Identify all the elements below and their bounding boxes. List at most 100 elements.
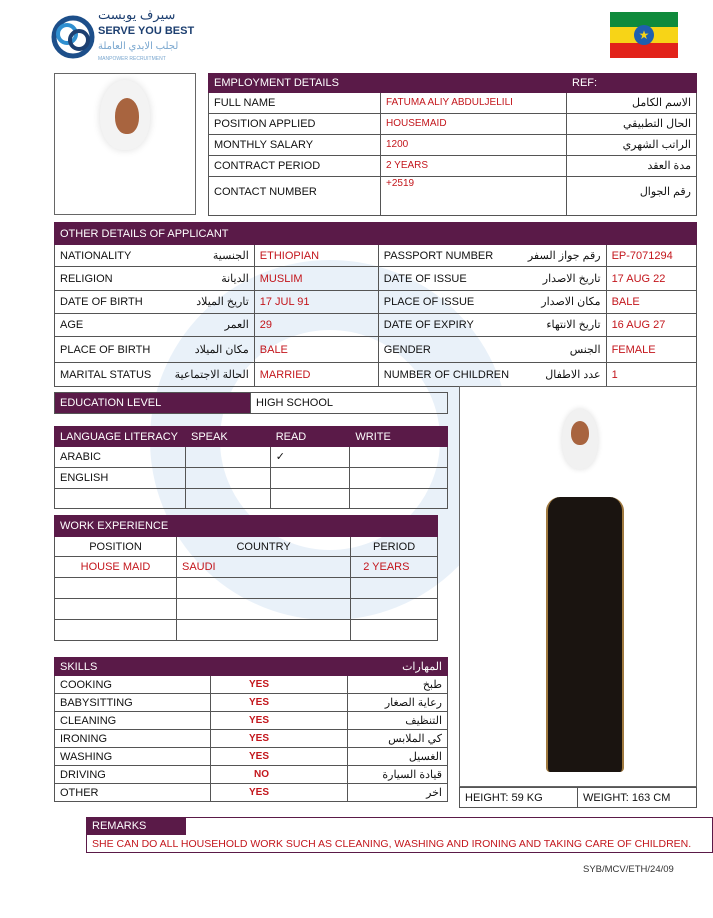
reference-code: SYB/MCV/ETH/24/09 [583,864,674,875]
field-label: AGE [54,313,157,337]
employment-details-table: EMPLOYMENT DETAILS REF: FULL NAME FATUMA A… [208,73,697,216]
language-header: SPEAK [184,426,271,447]
field-label: PASSPORT NUMBER [377,244,515,267]
field-label: NUMBER OF CHILDREN [377,362,515,387]
skill-name-ar: اخر [347,783,448,802]
work-country [175,598,352,620]
field-label-ar: الراتب الشهري [566,134,697,156]
field-label: DATE OF ISSUE [377,266,515,291]
field-label: MONTHLY SALARY [208,134,381,156]
logo-sub: MANPOWER RECRUITMENT [98,56,166,62]
remarks-box: REMARKS SHE CAN DO ALL HOUSEHOLD WORK SU… [86,817,713,853]
work-period [350,577,438,599]
employment-row: CONTRACT PERIOD 2 YEARS مدة العقد [208,155,697,177]
work-period [350,619,438,641]
work-row [54,619,438,641]
field-value: 1200 [380,134,567,156]
field-value: MUSLIM [253,266,379,291]
field-label-ar: الديانة [156,266,255,291]
language-table: LANGUAGE LITERACY SPEAK READ WRITE ARABIC ✓ E… [54,426,448,509]
skills-title: SKILLS [54,657,348,676]
field-label-ar: مدة العقد [566,155,697,177]
skill-value: YES [210,675,348,694]
skill-name-ar: الغسيل [347,747,448,766]
read-value: ✓ [269,446,351,468]
field-value: HOUSEMAID [380,113,567,135]
skill-name: IRONING [54,729,211,748]
other-details-table: OTHER DETAILS OF APPLICANT NATIONALITY ال… [54,222,698,387]
skill-name: CLEANING [54,711,211,730]
employment-row: FULL NAME FATUMA ALIY ABDULJELILI الاسم ال… [208,92,697,114]
field-value: 16 AUG 27 [605,313,698,337]
work-experience-table: WORK EXPERIENCE POSITION COUNTRY PERIOD HO… [53,515,438,641]
work-position [54,577,177,599]
skill-name-ar: رعاية الصغار [347,693,448,712]
field-value: 29 [253,313,379,337]
work-position [54,598,177,620]
write-value [349,446,448,468]
field-label: CONTRACT PERIOD [208,155,381,177]
field-label-ar: مكان الاصدار [514,290,607,314]
field-label: POSITION APPLIED [208,113,381,135]
applicant-full-photo [459,386,697,787]
skill-name: OTHER [54,783,211,802]
skill-value: YES [210,711,348,730]
field-label-ar: الحالة الاجتماعية [156,362,255,387]
skill-name-ar: طبخ [347,675,448,694]
skills-title-ar: المهارات [347,657,448,676]
logo-emblem-icon [51,15,95,59]
language-name: ARABIC [54,446,186,468]
logo-arabic-sub: لجلب الايدي العاملة [98,41,179,52]
skill-name: DRIVING [54,765,211,784]
field-label-ar: العمر [156,313,255,337]
skill-name: BABYSITTING [54,693,211,712]
field-label-ar: الجنسية [156,244,255,267]
education-label: EDUCATION LEVEL [54,392,251,414]
field-value: 17 AUG 22 [605,266,698,291]
read-value [269,467,351,489]
field-value: FEMALE [605,336,698,363]
other-details-row: AGE العمر 29 DATE OF EXPIRY تاريخ الانتهاء 16… [54,313,698,337]
work-row [54,598,438,620]
field-label: NATIONALITY [54,244,157,267]
work-country [175,619,352,641]
height-value: HEIGHT: 59 KG [459,787,578,808]
skill-value: NO [210,765,348,784]
skill-name-ar: كي الملابس [347,729,448,748]
language-row: ENGLISH [54,467,448,489]
field-label-ar: الجنس [514,336,607,363]
education-table: EDUCATION LEVEL HIGH SCHOOL [54,392,448,414]
applicant-portrait [54,73,196,215]
field-label: DATE OF BIRTH [54,290,157,314]
other-details-row: RELIGION الديانة MUSLIM DATE OF ISSUE تاريخ … [54,266,698,291]
speak-value [184,467,271,489]
work-period [350,598,438,620]
star-icon: ★ [634,25,654,45]
skill-value: YES [210,729,348,748]
work-position [54,619,177,641]
work-header: PERIOD [350,536,438,557]
field-value: MARRIED [253,362,379,387]
employment-title: EMPLOYMENT DETAILS [208,73,567,93]
work-period: 2 YEARS [350,556,438,578]
skill-value: YES [210,747,348,766]
other-details-row: MARITAL STATUS الحالة الاجتماعية MARRIED NU… [54,362,698,387]
field-label-ar: الحال التطبيقي [566,113,697,135]
skill-row: WASHING YES الغسيل [54,747,448,766]
education-value: HIGH SCHOOL [250,392,448,414]
skill-row: BABYSITTING YES رعاية الصغار [54,693,448,712]
employment-row: CONTACT NUMBER +2519 رقم الجوال [208,176,697,216]
field-label: FULL NAME [208,92,381,114]
work-row: HOUSE MAID SAUDI 2 YEARS [54,556,438,578]
other-details-row: PLACE OF BIRTH مكان الميلاد BALE GENDER الجن… [54,336,698,363]
field-value: 17 JUL 91 [253,290,379,314]
skill-value: YES [210,783,348,802]
work-position: HOUSE MAID [54,556,177,578]
language-header: WRITE [349,426,448,447]
field-label-ar: تاريخ الانتهاء [514,313,607,337]
skills-table: SKILLS المهارات COOKING YES طبخ BABYSITTING Y… [54,657,448,802]
ref-label: REF: [566,73,697,93]
skill-row: DRIVING NO قيادة السيارة [54,765,448,784]
remarks-text: SHE CAN DO ALL HOUSEHOLD WORK SUCH AS CL… [92,838,692,850]
field-value: ETHIOPIAN [253,244,379,267]
